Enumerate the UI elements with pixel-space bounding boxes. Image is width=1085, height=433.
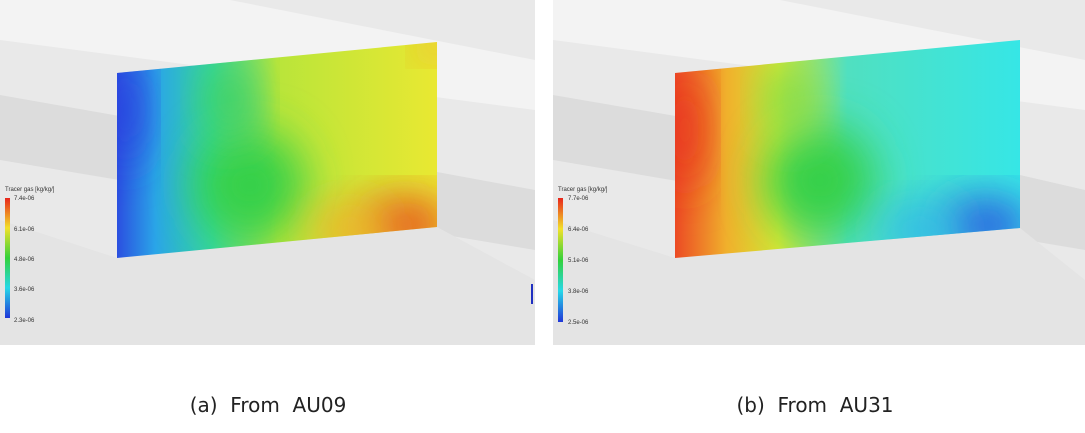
colorbar-title: Tracer gas [kg/kg/] — [558, 187, 608, 193]
caption: (b) From AU31 — [736, 393, 893, 417]
colorbar-tick: 3.6e-06 — [14, 287, 35, 293]
colorbar-tick: 7.4e-06 — [14, 196, 35, 202]
colorbar-tick: 6.1e-06 — [14, 227, 35, 233]
colorbar-tick: 3.8e-06 — [568, 289, 589, 295]
figure: Tracer gas [kg/kg/] 7.4e-06 6.1e-06 4.8e… — [0, 0, 1085, 433]
caption: (a) From AU09 — [190, 393, 347, 417]
colorbar-tick: 5.1e-06 — [568, 258, 589, 264]
colorbar-tick: 7.7e-06 — [568, 196, 589, 202]
colorbar-title: Tracer gas [kg/kg/] — [5, 187, 55, 193]
colorbar-tick: 4.8e-06 — [14, 257, 35, 263]
colorbar-tick: 2.3e-06 — [14, 318, 35, 324]
colorbar-tick: 6.4e-06 — [568, 227, 589, 233]
colorbar-tick: 2.5e-06 — [568, 320, 589, 326]
panel-a-image: Tracer gas [kg/kg/] 7.4e-06 6.1e-06 4.8e… — [0, 0, 535, 345]
panel-b-image: Tracer gas [kg/kg/] 7.7e-06 6.4e-06 5.1e… — [553, 0, 1085, 345]
